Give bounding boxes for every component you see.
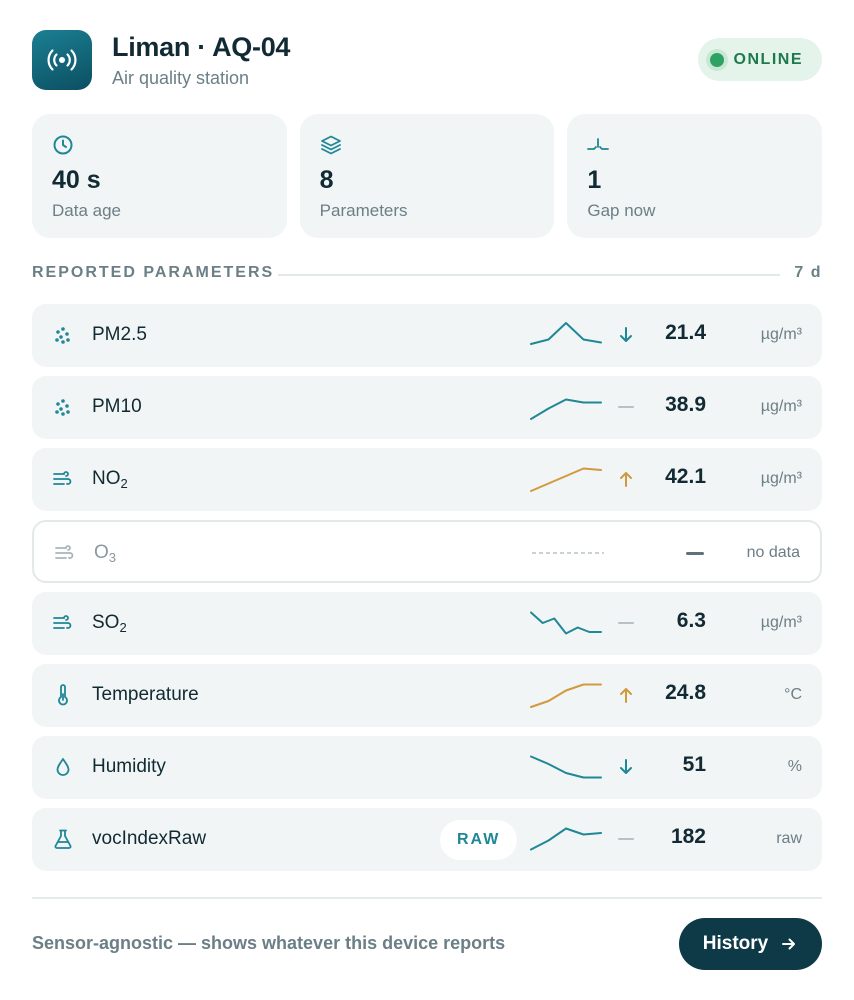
parameter-row[interactable]: PM10 38.9 µg/m³ [32, 376, 822, 439]
parameter-value: 21.4 [665, 321, 706, 344]
broadcast-icon [32, 30, 92, 90]
stat-value: 8 [319, 166, 334, 194]
trend-flat-icon [618, 622, 634, 624]
parameter-unit: raw [776, 830, 802, 847]
parameter-value: 182 [670, 825, 706, 848]
section-divider [278, 274, 780, 276]
station-title: Liman · AQ-04 [112, 32, 291, 62]
parameter-unit: °C [784, 686, 802, 703]
parameter-row[interactable]: PM2.5 21.4 µg/m³ [32, 304, 822, 367]
parameter-unit: µg/m³ [760, 614, 802, 631]
trend-up-icon [620, 688, 632, 703]
trend-flat-icon [618, 406, 634, 408]
parameter-unit: µg/m³ [760, 398, 802, 415]
parameter-value: 42.1 [665, 465, 706, 488]
status-dot-icon [709, 52, 724, 67]
parameter-name: vocIndexRaw [92, 828, 206, 850]
parameter-row[interactable]: Humidity 51% [32, 736, 822, 799]
parameter-name-text: O [94, 542, 109, 563]
parameter-name-subscript: 2 [119, 620, 127, 635]
stat-card-data-age: 40 s Data age [32, 114, 287, 238]
parameter-name: NO2 [92, 468, 128, 491]
stat-value: 1 [587, 166, 602, 194]
wind-icon [53, 615, 72, 629]
sparkline [530, 683, 602, 708]
layers-icon [320, 135, 341, 155]
stat-label: Parameters [319, 201, 408, 220]
particles-icon [55, 327, 70, 344]
parameter-name-text: Humidity [92, 756, 166, 777]
gap-icon [587, 138, 610, 150]
sparkline-empty [532, 552, 604, 554]
parameter-name: PM10 [92, 396, 142, 418]
sparkline [530, 827, 602, 851]
stat-label: Gap now [587, 201, 656, 220]
parameter-name: PM2.5 [92, 324, 147, 346]
status-text: ONLINE [733, 50, 803, 68]
history-button-label: History [702, 933, 769, 954]
parameter-value: 6.3 [676, 609, 706, 632]
flask-icon [54, 829, 72, 849]
footer-divider [32, 897, 822, 899]
parameter-name-subscript: 3 [108, 550, 117, 565]
thermometer-icon [58, 684, 68, 706]
parameter-row[interactable]: O3 no data [32, 520, 822, 583]
arrow-right-icon [782, 938, 796, 950]
stat-label: Data age [52, 201, 121, 220]
parameter-name: Temperature [92, 684, 199, 706]
parameter-name-text: vocIndexRaw [92, 828, 207, 849]
parameter-name: SO2 [92, 612, 127, 635]
sparkline [530, 611, 602, 635]
clock-icon [53, 135, 73, 155]
stat-card-gap-now: 1 Gap now [567, 114, 823, 238]
stat-value: 40 s [52, 166, 101, 194]
section-header: REPORTED PARAMETERS 7 d [32, 262, 822, 286]
parameter-row[interactable]: vocIndexRaw RAW 182 raw [32, 808, 822, 871]
parameter-name: Humidity [92, 756, 166, 778]
wind-icon [55, 545, 74, 559]
sparkline [530, 755, 602, 779]
parameter-row[interactable]: Temperature 24.8 °C [32, 664, 822, 727]
parameter-name-text: PM2.5 [92, 324, 147, 345]
particles-icon [55, 399, 70, 416]
section-title: REPORTED PARAMETERS [32, 264, 275, 281]
wind-icon [53, 471, 72, 485]
parameter-name-text: PM10 [92, 396, 142, 417]
parameter-row[interactable]: SO2 6.3 µg/m³ [32, 592, 822, 655]
parameter-unit: % [787, 758, 802, 775]
parameter-value: 24.8 [665, 681, 706, 704]
parameter-unit: µg/m³ [760, 470, 802, 487]
history-button[interactable]: History [679, 918, 822, 970]
parameter-name: O3 [94, 542, 116, 565]
status-badge: ONLINE [697, 38, 822, 81]
time-range-label: 7 d [794, 264, 822, 281]
stat-card-parameters: 8 Parameters [299, 114, 555, 238]
trend-down-icon [620, 327, 632, 342]
droplet-icon [56, 758, 70, 776]
sparkline [530, 467, 602, 492]
parameter-name-text: SO [92, 612, 120, 633]
sparkline [530, 322, 602, 345]
parameter-unit: no data [746, 544, 800, 561]
trend-down-icon [620, 759, 632, 774]
parameter-name-subscript: 2 [120, 476, 128, 491]
parameter-value: 51 [682, 753, 706, 776]
footer-note: Sensor-agnostic — shows whatever this de… [32, 933, 506, 953]
station-header: Liman · AQ-04 Air quality station ONLINE [32, 30, 822, 90]
parameter-unit: µg/m³ [760, 326, 802, 343]
trend-up-icon [620, 472, 632, 487]
trend-flat-icon [618, 838, 634, 840]
parameter-name-text: NO [92, 468, 121, 489]
station-subtitle: Air quality station [112, 68, 250, 88]
no-value-dash [686, 552, 704, 555]
parameter-name-text: Temperature [92, 684, 199, 705]
stats-row: 40 s Data age 8 Parameters 1 Gap now [32, 114, 823, 238]
raw-badge: RAW [440, 820, 518, 860]
parameter-value: 38.9 [665, 393, 706, 416]
sparkline [530, 398, 602, 420]
parameter-row[interactable]: NO2 42.1 µg/m³ [32, 448, 822, 511]
